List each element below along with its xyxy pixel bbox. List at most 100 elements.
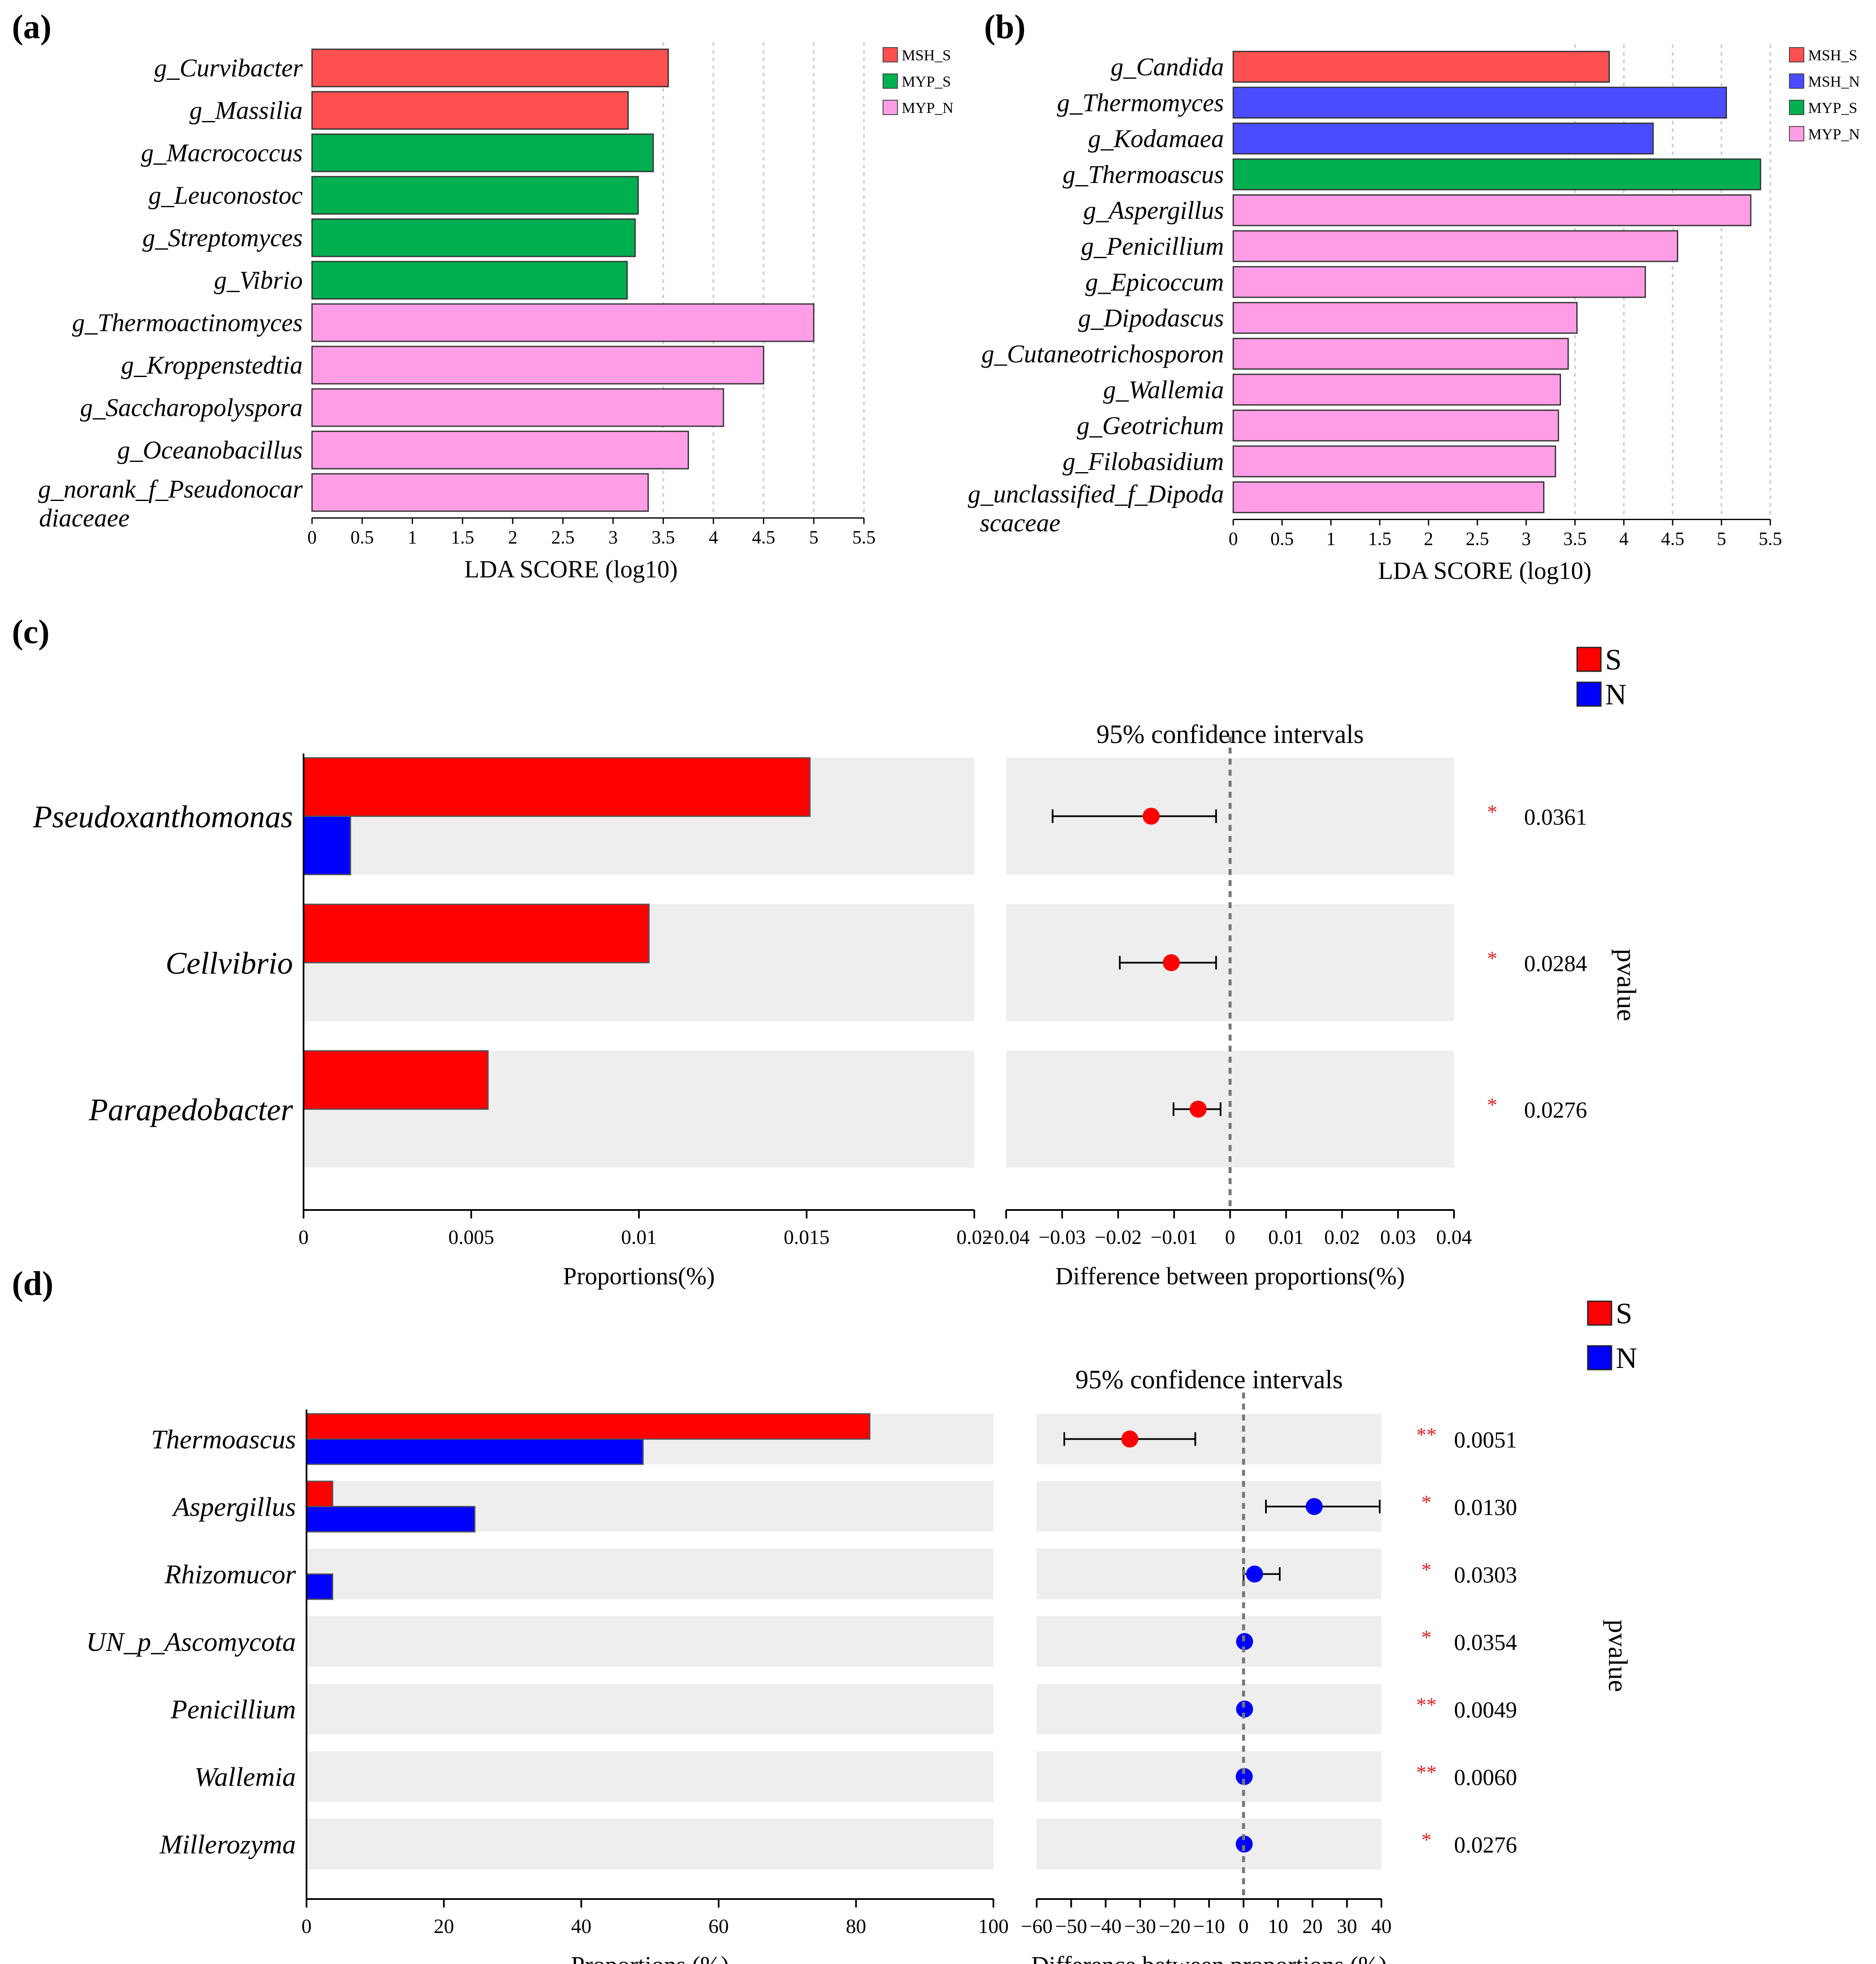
p-value: 0.0284 — [1524, 951, 1587, 976]
bar — [311, 303, 815, 342]
lda-chart-bacteria: g_Curvibacter g_Massilia g_Macrococcus g_Le… — [38, 42, 953, 583]
ci-row-band — [1037, 1549, 1381, 1599]
ci-row-band — [1037, 1751, 1381, 1802]
ci-row-band — [1037, 1616, 1381, 1667]
x-tick-label: 2.5 — [551, 527, 574, 548]
legend-swatch — [1587, 1300, 1612, 1326]
ci-title: 95% confidence intervals — [1096, 720, 1364, 749]
x-tick-label: 0.5 — [351, 527, 374, 548]
legend-label: N — [1616, 1342, 1637, 1375]
difference-point — [1163, 954, 1180, 971]
bar-s — [303, 1050, 489, 1110]
difference-point — [1235, 1768, 1253, 1785]
ci-x-tick-label: 0 — [1225, 1226, 1235, 1249]
ci-x-tick-label: −50 — [1055, 1915, 1087, 1938]
category-label: g_Thermoactinomyces — [72, 309, 303, 337]
category-label: g_Massilia — [189, 96, 303, 124]
bar-s — [303, 757, 811, 817]
ci-x-tick-label: 0.04 — [1436, 1226, 1472, 1249]
bar — [1232, 230, 1678, 262]
bar-n — [306, 1506, 475, 1533]
category-label: g_Dipodascus — [1078, 304, 1224, 332]
bar-n — [303, 816, 352, 875]
category-label: g_Cutaneotrichosporon — [982, 340, 1224, 368]
bar — [1232, 481, 1544, 513]
significance-mark: * — [1421, 1491, 1432, 1514]
category-label: g_norank_f_Pseudonocar — [38, 475, 303, 503]
bar — [311, 91, 629, 130]
x-tick-label: 80 — [846, 1915, 866, 1938]
category-label: Pseudoxanthomonas — [33, 800, 293, 835]
bar — [1232, 445, 1556, 478]
x-tick-label: 5.5 — [852, 527, 876, 548]
legend-label: MSH_S — [902, 47, 951, 64]
x-tick-label: 1.5 — [1368, 529, 1392, 549]
category-label: Penicillium — [170, 1694, 296, 1725]
bar-n — [306, 1573, 333, 1600]
x-tick-label: 5 — [809, 527, 818, 548]
ci-row-band — [1037, 1819, 1381, 1869]
p-value: 0.0276 — [1524, 1097, 1587, 1123]
bar — [1232, 266, 1646, 298]
bar — [1232, 158, 1761, 191]
row-band — [307, 1819, 993, 1869]
bar — [311, 133, 654, 172]
bar — [1232, 87, 1727, 119]
x-tick-label: 2.5 — [1466, 529, 1489, 549]
x-tick-label: 1 — [408, 527, 417, 548]
ci-x-tick-label: 30 — [1337, 1915, 1357, 1938]
category-label: g_unclassified_f_Dipoda — [968, 480, 1224, 508]
difference-point — [1236, 1633, 1253, 1650]
ci-x-tick-label: 10 — [1268, 1915, 1288, 1938]
error-bar-chart-bacteria: SN 95% confidence intervals Pseudoxanthomo… — [33, 644, 1642, 1290]
x-tick-label: 100 — [978, 1915, 1009, 1938]
row-band — [307, 1616, 993, 1667]
x-tick-label: 20 — [434, 1915, 454, 1938]
difference-point — [1190, 1100, 1207, 1118]
x-axis-title: LDA SCORE (log10) — [464, 555, 678, 583]
bar-n — [306, 1438, 644, 1465]
ci-x-tick-label: 40 — [1371, 1915, 1392, 1938]
bar — [311, 176, 639, 215]
category-label: Aspergillus — [172, 1492, 296, 1522]
bar — [311, 218, 636, 257]
x-tick-label: 2 — [1424, 529, 1433, 549]
legend-label: S — [1616, 1297, 1632, 1330]
p-value: 0.0354 — [1454, 1630, 1517, 1655]
panel-label-d: (d) — [12, 1265, 53, 1303]
significance-mark: * — [1421, 1626, 1432, 1649]
category-label: g_Vibrio — [214, 266, 303, 294]
significance-mark: * — [1487, 1094, 1497, 1117]
category-label: Wallemia — [194, 1762, 296, 1792]
category-label-continued: scaceae — [980, 509, 1060, 537]
category-label: g_Candida — [1111, 53, 1224, 81]
category-label: Thermoascus — [151, 1424, 296, 1455]
x-axis-title: LDA SCORE (log10) — [1378, 557, 1592, 585]
bar — [1232, 374, 1561, 406]
x-tick-label: 3 — [1522, 529, 1531, 549]
legend-swatch — [883, 100, 898, 115]
legend-label: MYP_S — [1808, 99, 1857, 116]
category-label: g_Streptomyces — [142, 224, 303, 252]
legend-swatch — [1789, 100, 1804, 115]
ci-x-axis-title: Difference between proportions(%) — [1055, 1262, 1405, 1290]
panel-label-c: (c) — [12, 613, 50, 651]
p-value: 0.0276 — [1454, 1832, 1517, 1858]
x-tick-label: 0.015 — [784, 1226, 830, 1249]
bar — [311, 388, 724, 427]
legend-swatch — [883, 73, 898, 89]
legend-label: MYP_N — [902, 99, 953, 116]
x-tick-label: 0.5 — [1271, 529, 1294, 549]
bar — [1232, 51, 1610, 83]
difference-point — [1236, 1700, 1253, 1718]
ci-x-tick-label: −60 — [1021, 1915, 1052, 1938]
category-label: Parapedobacter — [88, 1093, 293, 1128]
bar — [311, 261, 628, 300]
x-tick-label: 0 — [307, 527, 317, 548]
legend-label: N — [1605, 678, 1627, 711]
bar — [311, 346, 765, 385]
category-label: Rhizomucor — [164, 1559, 296, 1590]
legend-swatch — [1789, 73, 1804, 89]
